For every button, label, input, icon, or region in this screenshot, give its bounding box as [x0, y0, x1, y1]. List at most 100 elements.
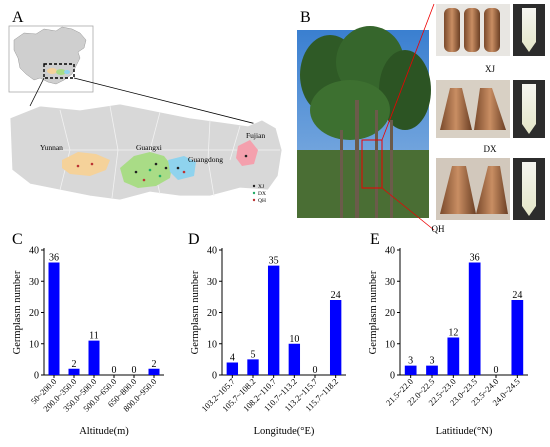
- bar: [426, 365, 438, 375]
- bar-value-label: 2: [152, 359, 157, 370]
- inset-yunnan: [47, 68, 57, 74]
- y-axis-label: Germplasm number: [368, 270, 379, 354]
- y-axis-label: Germplasm number: [12, 270, 23, 354]
- bar: [468, 262, 481, 375]
- y-tick-label: 10: [207, 339, 217, 350]
- bark-roll: [474, 88, 506, 130]
- bark-roll: [464, 8, 480, 52]
- bark-roll: [444, 8, 460, 52]
- map-legend: XJ DX QH: [252, 184, 266, 204]
- inset-guangdong: [64, 70, 70, 74]
- tree-photo: [297, 26, 431, 218]
- bar: [247, 359, 259, 375]
- bar-value-label: 0: [112, 365, 117, 376]
- label-guangdong: Guangdong: [188, 155, 223, 164]
- bar: [88, 340, 100, 375]
- sample-point: [244, 154, 248, 158]
- bar-value-label: 24: [512, 290, 522, 301]
- label-guangxi: Guangxi: [136, 143, 162, 152]
- bark-roll: [476, 166, 508, 214]
- bar-value-label: 0: [132, 365, 137, 376]
- bar: [511, 300, 524, 375]
- tree-trunk: [355, 100, 359, 218]
- legend-dot-dx: [252, 191, 256, 195]
- panel-letter-b: B: [300, 9, 311, 26]
- bar-value-label: 24: [331, 290, 341, 301]
- y-tick-label: 20: [207, 308, 217, 319]
- bar-value-label: 36: [49, 253, 59, 264]
- y-tick-label: 0: [212, 371, 217, 382]
- bar: [68, 368, 80, 375]
- bark-roll: [484, 8, 500, 52]
- bar-value-label: 2: [72, 359, 77, 370]
- sample-qh: QH: [432, 158, 545, 234]
- y-axis-label: Germplasm number: [190, 270, 201, 354]
- bar: [226, 362, 239, 375]
- y-tick-label: 40: [385, 246, 395, 257]
- zoom-line-right: [73, 77, 273, 129]
- bar-value-label: 10: [289, 334, 299, 345]
- sample-point: [142, 178, 146, 182]
- sample-point: [76, 164, 80, 168]
- sample-label-dx: DX: [484, 144, 497, 154]
- sample-point: [134, 170, 138, 174]
- bark-roll: [440, 166, 476, 214]
- y-tick-label: 0: [34, 371, 39, 382]
- bar-value-label: 12: [448, 328, 458, 339]
- tree-trunk: [340, 130, 343, 218]
- connector-bottom: [381, 187, 435, 231]
- zoom-line-left: [29, 77, 45, 107]
- x-axis-label: Longitude(°E): [254, 426, 315, 437]
- bar: [404, 365, 417, 375]
- extract-tube: [522, 84, 536, 134]
- legend-dx: DX: [258, 191, 266, 197]
- bar-value-label: 5: [251, 349, 256, 360]
- bar: [48, 262, 60, 375]
- label-fujian: Fujian: [246, 131, 265, 140]
- bar-value-label: 3: [430, 356, 435, 367]
- bar-value-label: 0: [494, 365, 499, 376]
- panel-a: A Y: [8, 9, 283, 204]
- connector-top: [381, 3, 435, 141]
- legend-dot-qh: [252, 198, 256, 202]
- bar-value-label: 11: [89, 331, 99, 342]
- y-tick-label: 40: [207, 246, 217, 257]
- y-tick-label: 20: [385, 308, 395, 319]
- x-axis-label: Altitude(m): [79, 426, 129, 437]
- y-tick-label: 30: [29, 277, 39, 288]
- panel-letter-a: A: [12, 9, 24, 26]
- panel-b: B: [297, 3, 545, 234]
- bar-value-label: 3: [408, 356, 413, 367]
- main-map-base: [9, 103, 283, 201]
- y-tick-label: 30: [207, 277, 217, 288]
- fujian-region: [236, 140, 258, 166]
- sample-point: [164, 166, 168, 170]
- map-borders: [59, 105, 280, 199]
- y-tick-label: 30: [385, 277, 395, 288]
- tree-trunk: [375, 110, 378, 218]
- tree-canopy: [379, 50, 431, 130]
- x-axis-label: Latitiude(°N): [436, 426, 493, 437]
- sample-label-xj: XJ: [485, 64, 495, 74]
- guangxi-region: [120, 152, 172, 188]
- panel-letter-c: C: [12, 231, 23, 248]
- bar-value-label: 4: [230, 353, 235, 364]
- extract-tube: [522, 8, 536, 52]
- sample-point: [176, 166, 180, 170]
- legend-qh: QH: [258, 198, 266, 204]
- extract-tube: [522, 162, 536, 216]
- label-yunnan: Yunnan: [40, 143, 63, 152]
- bar: [267, 265, 280, 375]
- panel-letter-e: E: [370, 231, 380, 248]
- y-tick-label: 0: [390, 371, 395, 382]
- bar: [329, 300, 342, 375]
- y-tick-label: 10: [385, 339, 395, 350]
- sample-point: [158, 174, 162, 178]
- tree-trunk: [390, 120, 393, 218]
- inset-guangxi: [56, 69, 66, 75]
- sample-point: [182, 170, 186, 174]
- y-tick-label: 20: [29, 308, 39, 319]
- legend-xj: XJ: [258, 184, 265, 190]
